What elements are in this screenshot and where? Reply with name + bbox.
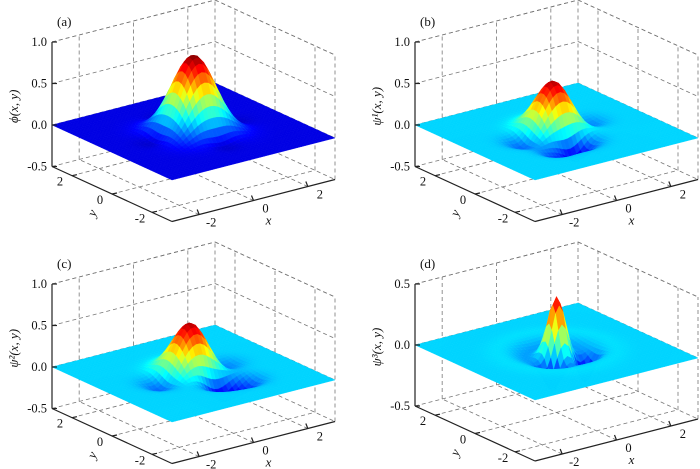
gridline [51, 41, 216, 84]
panel-label: (b) [420, 14, 435, 29]
y-tick-label: 2 [420, 175, 426, 189]
gridline [214, 41, 336, 97]
box-edge [51, 241, 216, 285]
y-tick-label: 2 [57, 175, 63, 189]
x-axis-label: x [628, 213, 635, 228]
z-tick-label: 1.0 [394, 35, 410, 49]
y-axis-label: y [446, 207, 463, 221]
gridline [51, 283, 216, 326]
y-tick-label: 0 [460, 193, 466, 207]
surface [51, 322, 336, 423]
y-tick [71, 174, 78, 177]
z-tick-label: 0.0 [31, 118, 47, 132]
x-tick-label: -2 [206, 216, 216, 230]
y-tick-label: -2 [498, 211, 508, 225]
z-tick-label: 0.0 [394, 118, 410, 132]
y-tick-label: -2 [135, 211, 145, 225]
x-axis-label: x [265, 213, 272, 228]
y-axis-label: y [83, 207, 100, 221]
gridline [414, 41, 579, 84]
z-tick-label: -0.5 [390, 160, 410, 174]
box-edge [414, 0, 579, 43]
x-tick-label: 2 [680, 188, 686, 202]
y-tick [514, 210, 521, 213]
surface [414, 80, 699, 181]
x-tick-label: 2 [317, 188, 323, 202]
z-tick-label: -0.5 [27, 160, 47, 174]
z-tick-label: 0.5 [394, 77, 410, 91]
y-tick [111, 192, 118, 195]
box-edge [51, 0, 216, 43]
box-edge [214, 0, 336, 56]
y-tick [474, 192, 481, 195]
z-axis-label: ψ¹(x, y) [369, 87, 384, 126]
y-tick [434, 174, 441, 177]
z-axis-label: ϕ(x, y) [6, 90, 21, 123]
x-tick-label: -2 [569, 216, 579, 230]
z-tick-label: 1.0 [31, 35, 47, 49]
panel-label: (a) [57, 14, 71, 29]
z-tick-label: 0.5 [31, 77, 47, 91]
surface [51, 54, 336, 181]
gridline [151, 169, 316, 213]
y-tick [151, 210, 158, 213]
y-tick-label: 0 [97, 193, 103, 207]
